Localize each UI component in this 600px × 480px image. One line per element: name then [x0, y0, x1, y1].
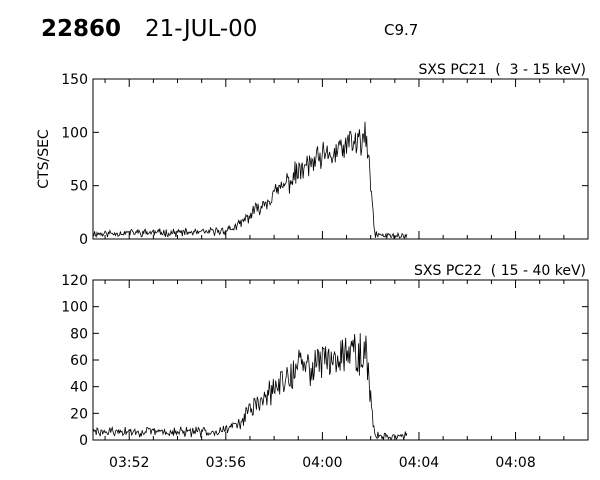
event-date: 21-JUL-00	[145, 16, 258, 42]
x-tick-label: 04:00	[302, 455, 342, 471]
x-tick-label: 03:56	[206, 455, 246, 471]
flare-class: C9.7	[384, 21, 419, 39]
y-tick-label: 150	[61, 72, 88, 88]
plot-frame	[92, 78, 589, 240]
chart-panel-2: 0 20 40 60 80 100 120 03:52 03:56 04:00 04:04 04:08…	[61, 263, 589, 471]
x-tick-label: 04:08	[495, 455, 535, 471]
y-tick-label: 20	[70, 406, 88, 422]
chart-panel-1: 0 50 100 150 SXS PC21 ( 3 - 15 keV) CTS/SEC	[36, 62, 589, 248]
x-tick-label: 03:52	[109, 455, 149, 471]
y-tick-label: 120	[61, 273, 88, 289]
y-tick-label: 50	[70, 179, 88, 195]
series-line	[92, 333, 408, 440]
y-tick-label: 100	[61, 300, 88, 316]
y-tick-label: 0	[79, 232, 88, 248]
y-tick-label: 0	[79, 433, 88, 449]
x-tick-label: 04:04	[399, 455, 439, 471]
series-line	[92, 121, 408, 240]
y-tick-label: 100	[61, 125, 88, 141]
y-axis-label: CTS/SEC	[36, 129, 52, 189]
panel-title: SXS PC21 ( 3 - 15 keV)	[419, 62, 587, 78]
y-tick-label: 60	[70, 353, 88, 369]
y-tick-label: 80	[70, 326, 88, 342]
y-tick-label: 40	[70, 380, 88, 396]
panel-title: SXS PC22 ( 15 - 40 keV)	[414, 263, 586, 279]
event-id: 22860	[41, 16, 122, 42]
